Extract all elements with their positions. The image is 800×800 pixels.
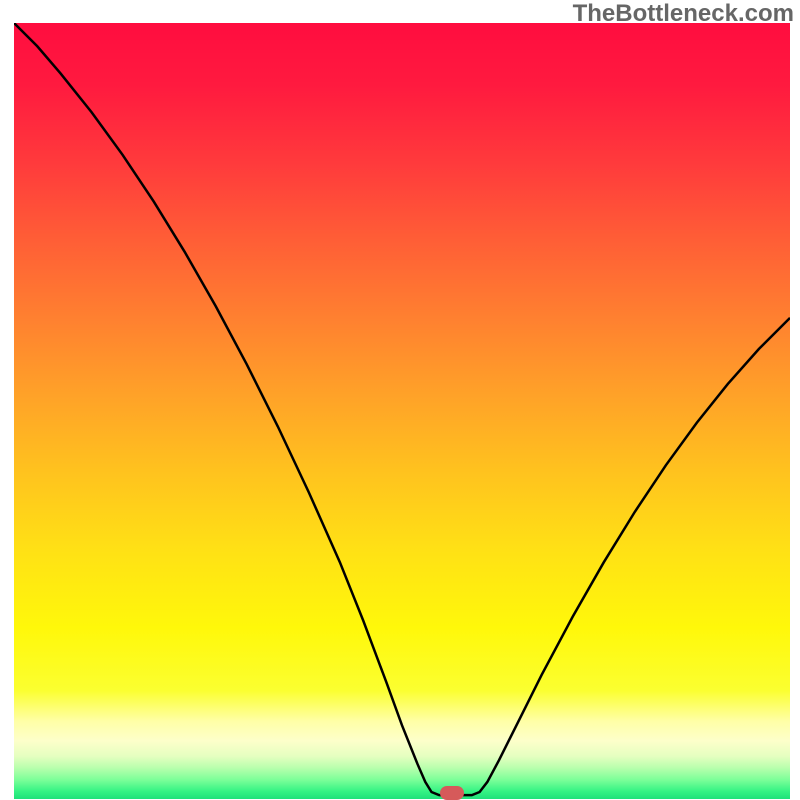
bottleneck-chart: TheBottleneck.com xyxy=(0,0,800,800)
plot-area xyxy=(14,23,790,795)
optimal-marker xyxy=(440,786,464,800)
bottleneck-curve xyxy=(14,23,790,799)
watermark-text: TheBottleneck.com xyxy=(573,0,794,28)
